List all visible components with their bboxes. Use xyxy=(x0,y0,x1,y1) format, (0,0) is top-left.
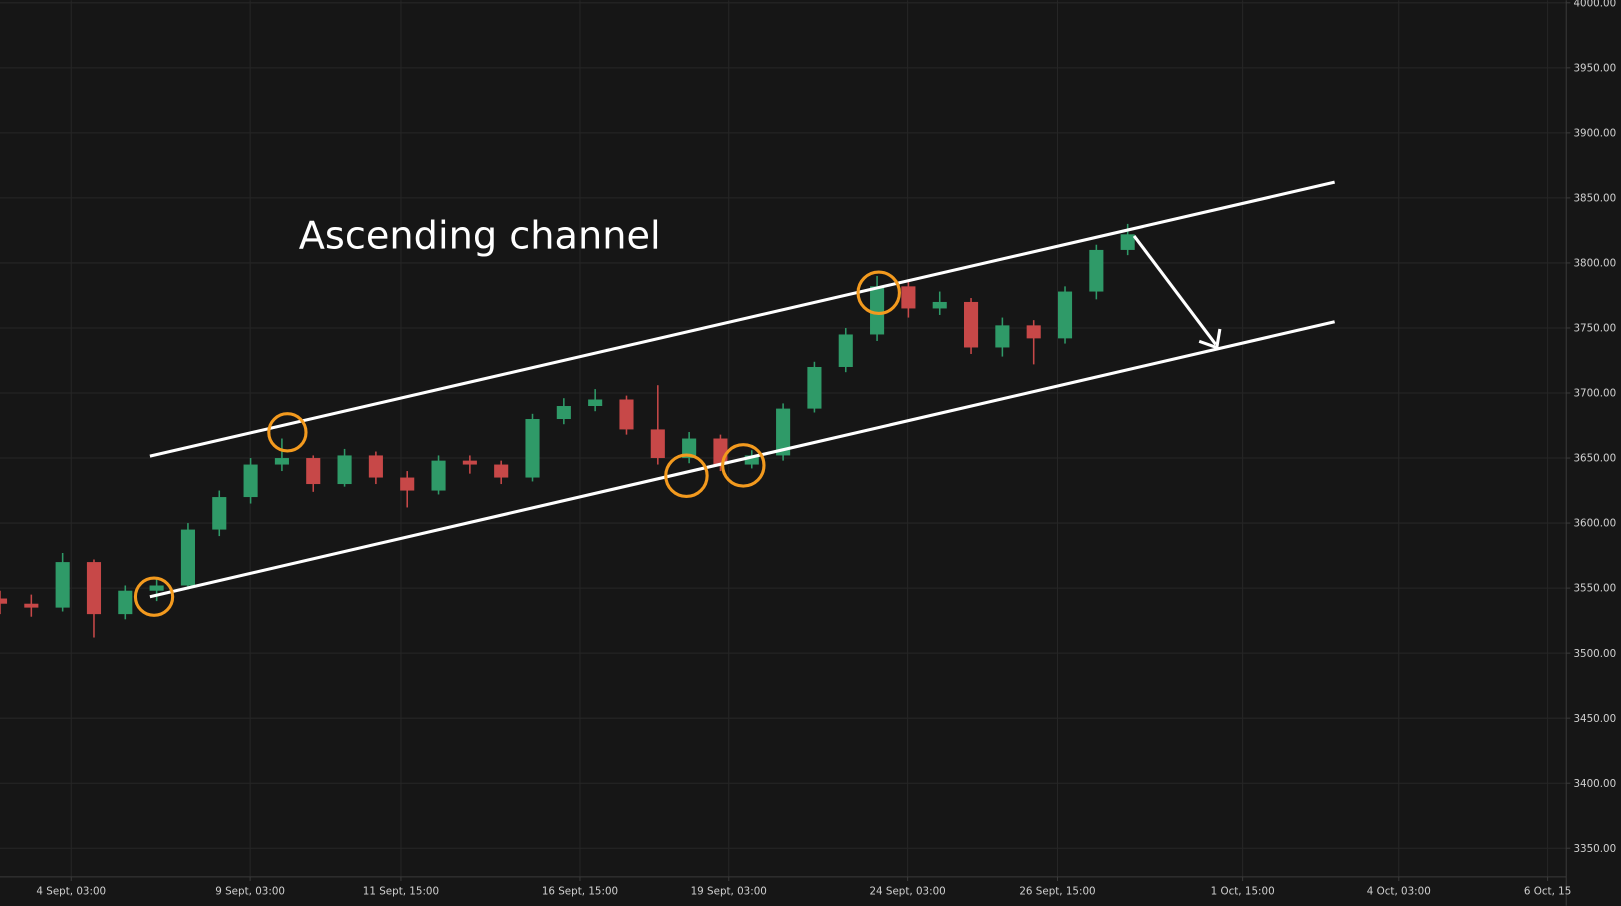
candle-body xyxy=(24,603,39,608)
candle-body xyxy=(337,455,352,485)
grid xyxy=(0,0,1567,877)
candle-body xyxy=(525,419,540,478)
candle-body xyxy=(1120,234,1135,250)
candles xyxy=(0,223,1135,638)
x-tick-label: 9 Sept, 03:00 xyxy=(215,885,285,897)
touch-circle xyxy=(721,443,766,488)
candle-body xyxy=(55,562,70,608)
candle-body xyxy=(588,399,603,407)
touch-circle xyxy=(664,453,709,498)
y-tick-label: 3550.00 xyxy=(1573,583,1616,595)
candle-body xyxy=(713,438,728,465)
candle-body xyxy=(180,529,195,586)
candle-body xyxy=(650,429,665,459)
touch-circle xyxy=(267,412,308,453)
x-tick-label: 11 Sept, 15:00 xyxy=(363,885,439,897)
candle-body xyxy=(149,585,164,591)
x-tick-label: 16 Sept, 15:00 xyxy=(542,885,618,897)
x-tick-label: 4 Sept, 03:00 xyxy=(36,885,106,897)
y-tick-label: 3350.00 xyxy=(1573,843,1616,855)
x-tick-label: 1 Oct, 15:00 xyxy=(1211,885,1275,897)
y-tick-label: 3400.00 xyxy=(1573,778,1616,790)
touch-circles xyxy=(133,270,901,617)
y-tick-label: 3700.00 xyxy=(1573,388,1616,400)
axes: 3350.00 3400.00 3450.00 3500.00 3550.00 3600.… xyxy=(36,0,1616,897)
y-tick-label: 3450.00 xyxy=(1573,713,1616,725)
candle-body xyxy=(870,286,885,335)
x-tick-label: 24 Sept, 03:00 xyxy=(869,885,945,897)
candle-body xyxy=(807,366,822,409)
candle-body xyxy=(776,408,791,456)
candle-body xyxy=(932,301,947,309)
candle-body xyxy=(1026,325,1041,339)
candle-body xyxy=(431,460,446,491)
candle-body xyxy=(964,301,979,348)
candle-body xyxy=(400,477,415,491)
channel-lower-line xyxy=(149,320,1335,599)
touch-circle xyxy=(133,576,175,617)
candle-body xyxy=(1057,291,1073,339)
candle-body xyxy=(0,598,8,604)
drawings: Ascending channel xyxy=(133,180,1335,617)
candle-body xyxy=(682,438,697,459)
y-tick-label: 3650.00 xyxy=(1573,453,1616,465)
candle-body xyxy=(838,334,853,367)
y-tick-label: 3950.00 xyxy=(1573,62,1616,74)
candle-body xyxy=(306,458,321,485)
touch-circle xyxy=(856,270,901,315)
chart-title: Ascending channel xyxy=(299,213,661,258)
candle-body xyxy=(243,464,258,498)
candle-body xyxy=(368,455,383,478)
arrow-shaft xyxy=(1132,234,1217,346)
y-tick-label: 3900.00 xyxy=(1573,127,1616,139)
channel-upper-line xyxy=(149,180,1335,458)
y-tick-label: 3750.00 xyxy=(1573,323,1616,335)
candle-body xyxy=(274,458,289,465)
x-tick-label: 19 Sept, 03:00 xyxy=(691,885,767,897)
x-tick-label: 4 Oct, 03:00 xyxy=(1367,885,1431,897)
arrow-head xyxy=(1198,328,1222,350)
candle-body xyxy=(462,460,477,465)
candle-body xyxy=(619,399,634,430)
candle-body xyxy=(86,562,102,615)
y-tick-label: 3600.00 xyxy=(1573,518,1616,530)
candle-body xyxy=(1089,249,1104,292)
candle-body xyxy=(494,464,509,478)
candle-body xyxy=(995,325,1010,348)
y-tick-label: 4000.00 xyxy=(1573,0,1616,9)
candle-body xyxy=(901,286,916,309)
x-tick-label: 6 Oct, 15 xyxy=(1524,885,1571,897)
y-tick-label: 3850.00 xyxy=(1573,193,1616,205)
candle-body xyxy=(556,406,571,420)
candle-body xyxy=(744,455,759,465)
candle-body xyxy=(118,590,133,615)
candle-body xyxy=(212,497,227,530)
x-tick-label: 26 Sept, 15:00 xyxy=(1019,885,1095,897)
y-tick-label: 3500.00 xyxy=(1573,648,1616,660)
y-tick-label: 3800.00 xyxy=(1573,258,1616,270)
